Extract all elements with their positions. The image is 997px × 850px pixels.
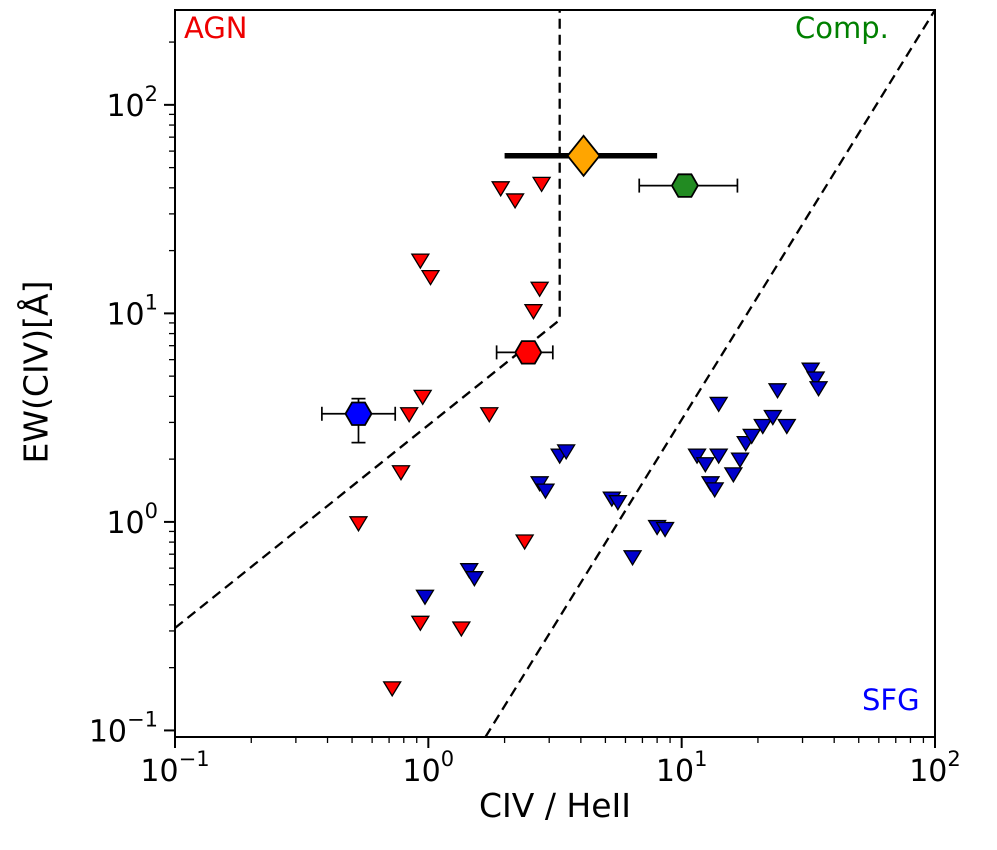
series-stack-red-hexagon [495, 340, 554, 365]
triangle-down-marker [753, 418, 773, 435]
y-axis-label: EW(CIV)[Å] [16, 280, 56, 464]
triangle-down-marker [808, 381, 829, 397]
hexagon-marker [670, 173, 699, 198]
triangle-down-marker [709, 448, 729, 465]
series-stack-orange-diamond [504, 134, 658, 178]
triangle-down-marker [491, 181, 511, 198]
axes-spines [174, 9, 936, 738]
x-axis-label: CIV / HeII [478, 786, 632, 825]
svg-text:101: 101 [656, 747, 708, 789]
region-label-sfg: SFG [862, 683, 920, 717]
svg-text:102: 102 [909, 747, 961, 789]
svg-text:100: 100 [106, 499, 158, 541]
hexagon-marker [514, 340, 543, 365]
triangle-down-marker [709, 396, 729, 413]
triangle-down-marker [622, 550, 643, 567]
triangle-down-marker [413, 389, 433, 406]
triangle-down-marker [531, 176, 552, 193]
hexagon-marker [344, 401, 373, 426]
triangle-down-marker [742, 428, 762, 445]
triangle-down-marker [529, 281, 550, 298]
region-label-agn: AGN [184, 11, 248, 45]
triangle-down-marker [348, 516, 369, 533]
triangle-down-marker [767, 383, 788, 400]
triangle-down-marker [723, 467, 744, 484]
series-stack-green-hexagon [638, 173, 739, 198]
triangle-down-marker [608, 495, 628, 511]
svg-text:102: 102 [106, 82, 158, 124]
triangle-down-marker [801, 362, 821, 379]
data-layer [175, 10, 935, 737]
svg-text:10−1: 10−1 [140, 747, 209, 789]
region-label-comp: Comp. [795, 11, 889, 45]
svg-text:10−1: 10−1 [89, 707, 158, 749]
triangle-down-marker [514, 534, 535, 551]
triangle-down-marker [535, 483, 556, 500]
series-sfg-upper-limits [415, 362, 829, 606]
triangle-down-marker [410, 253, 431, 270]
triangle-down-marker [464, 571, 485, 587]
triangle-down-marker [730, 452, 750, 469]
boundary-lines [175, 10, 935, 737]
triangle-down-marker [655, 521, 675, 538]
svg-text:100: 100 [403, 747, 455, 789]
series-stack-blue-hexagon [321, 397, 397, 444]
triangle-down-marker [479, 407, 499, 424]
triangle-down-marker [505, 193, 525, 210]
agn-comp-boundary [175, 10, 561, 629]
triangle-down-marker [556, 444, 576, 461]
triangle-down-marker [777, 418, 797, 435]
triangle-down-marker [391, 465, 411, 481]
triangle-down-marker [420, 270, 441, 286]
triangle-down-marker [705, 482, 725, 499]
series-agn-upper-limits [348, 176, 552, 698]
triangle-down-marker [687, 448, 707, 465]
svg-text:101: 101 [106, 290, 158, 332]
triangle-down-marker [451, 621, 472, 638]
triangle-down-marker [695, 457, 715, 474]
triangle-down-marker [410, 615, 431, 632]
diamond-marker [566, 134, 601, 178]
triangle-down-marker [806, 371, 826, 388]
triangle-down-marker [523, 304, 544, 320]
triangle-down-marker [763, 409, 783, 426]
comp-sfg-boundary [484, 10, 935, 737]
triangle-down-marker [415, 589, 435, 606]
triangle-down-marker [459, 563, 479, 579]
triangle-down-marker [399, 407, 419, 424]
triangle-down-marker [382, 681, 402, 698]
